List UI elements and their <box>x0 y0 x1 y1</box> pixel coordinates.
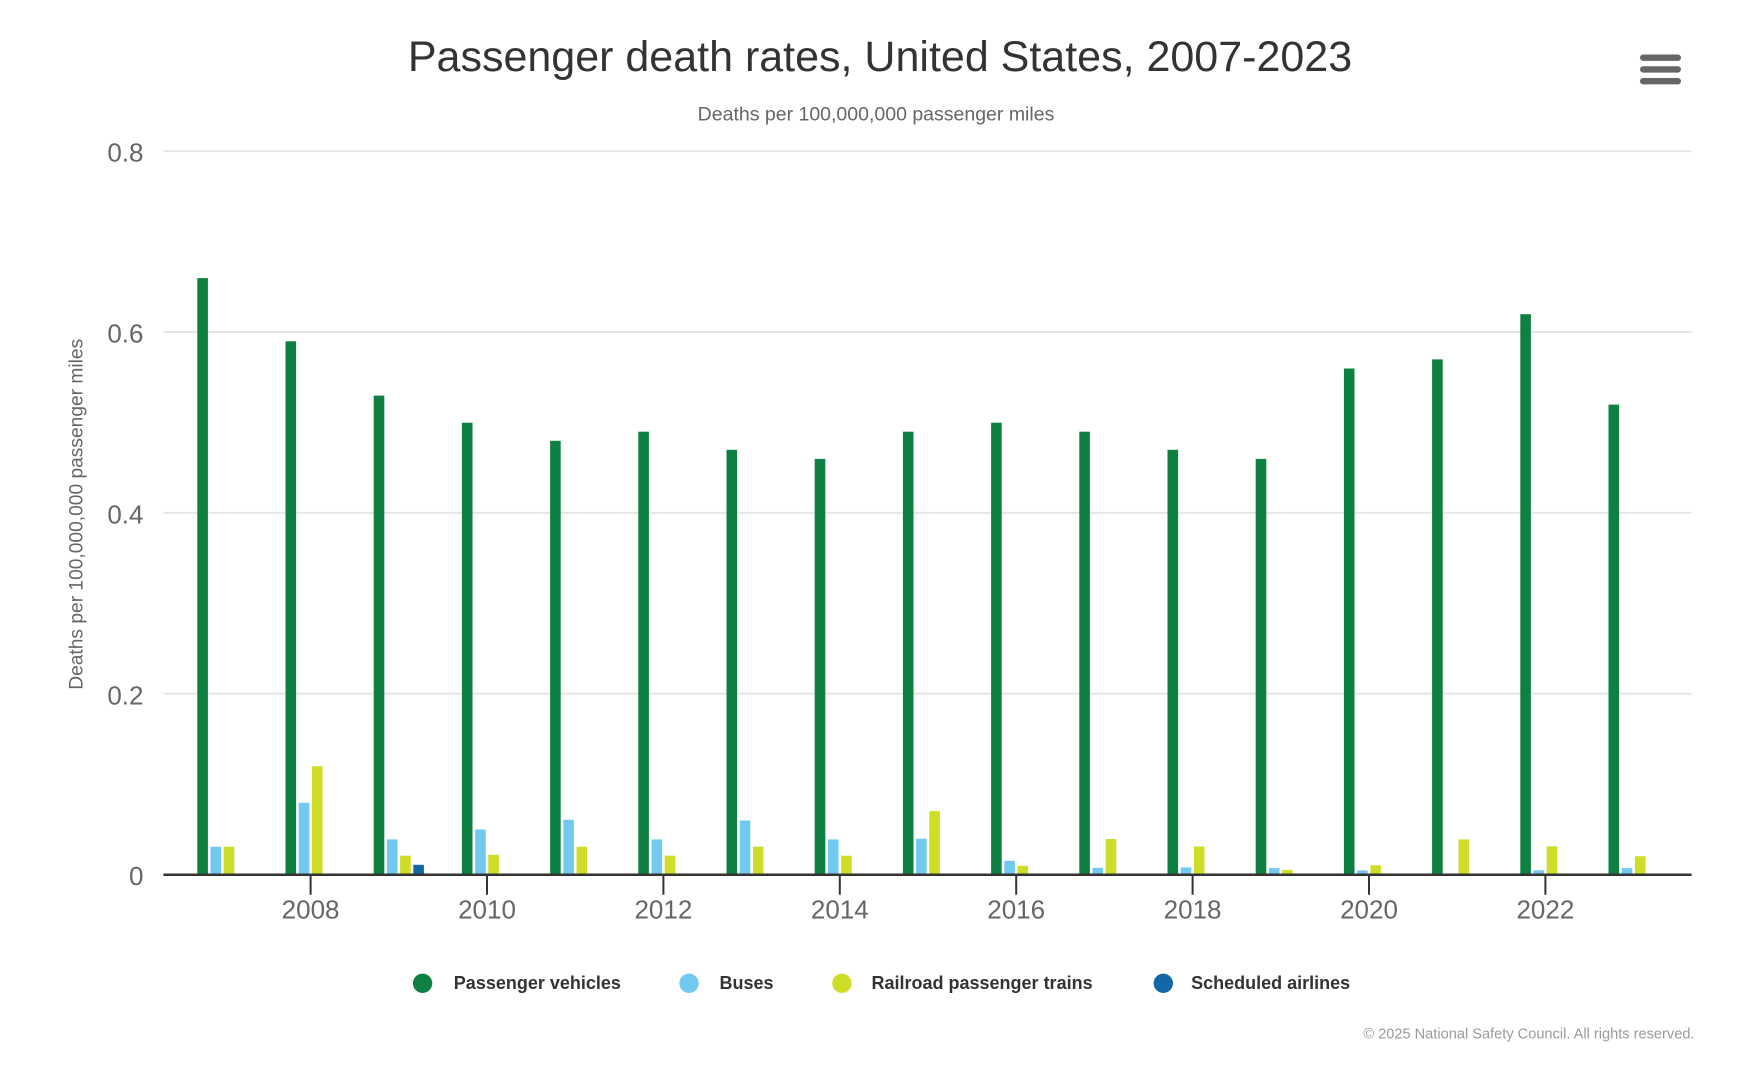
svg-text:0.4: 0.4 <box>107 499 143 529</box>
svg-text:Scheduled airlines: Scheduled airlines <box>1191 973 1350 993</box>
svg-text:0.8: 0.8 <box>107 138 143 168</box>
svg-text:2014: 2014 <box>811 895 869 925</box>
svg-text:Passenger vehicles: Passenger vehicles <box>454 973 621 993</box>
svg-text:2010: 2010 <box>458 895 516 925</box>
svg-text:0.2: 0.2 <box>107 680 143 710</box>
svg-text:2020: 2020 <box>1340 895 1398 925</box>
svg-text:Passenger death rates, United: Passenger death rates, United States, 20… <box>408 33 1352 81</box>
svg-text:2022: 2022 <box>1516 895 1574 925</box>
svg-text:Buses: Buses <box>720 973 774 993</box>
svg-text:0: 0 <box>129 861 143 891</box>
svg-text:Railroad passenger trains: Railroad passenger trains <box>872 973 1093 993</box>
svg-text:Deaths per 100,000,000 passeng: Deaths per 100,000,000 passenger miles <box>67 339 88 690</box>
svg-text:2012: 2012 <box>634 895 692 925</box>
svg-text:2008: 2008 <box>282 895 340 925</box>
svg-text:© 2025 National Safety Council: © 2025 National Safety Council. All righ… <box>1363 1026 1694 1042</box>
svg-text:0.6: 0.6 <box>107 319 143 349</box>
svg-text:2018: 2018 <box>1164 895 1222 925</box>
svg-text:Deaths per 100,000,000 passeng: Deaths per 100,000,000 passenger miles <box>698 104 1055 126</box>
svg-text:2016: 2016 <box>987 895 1045 925</box>
